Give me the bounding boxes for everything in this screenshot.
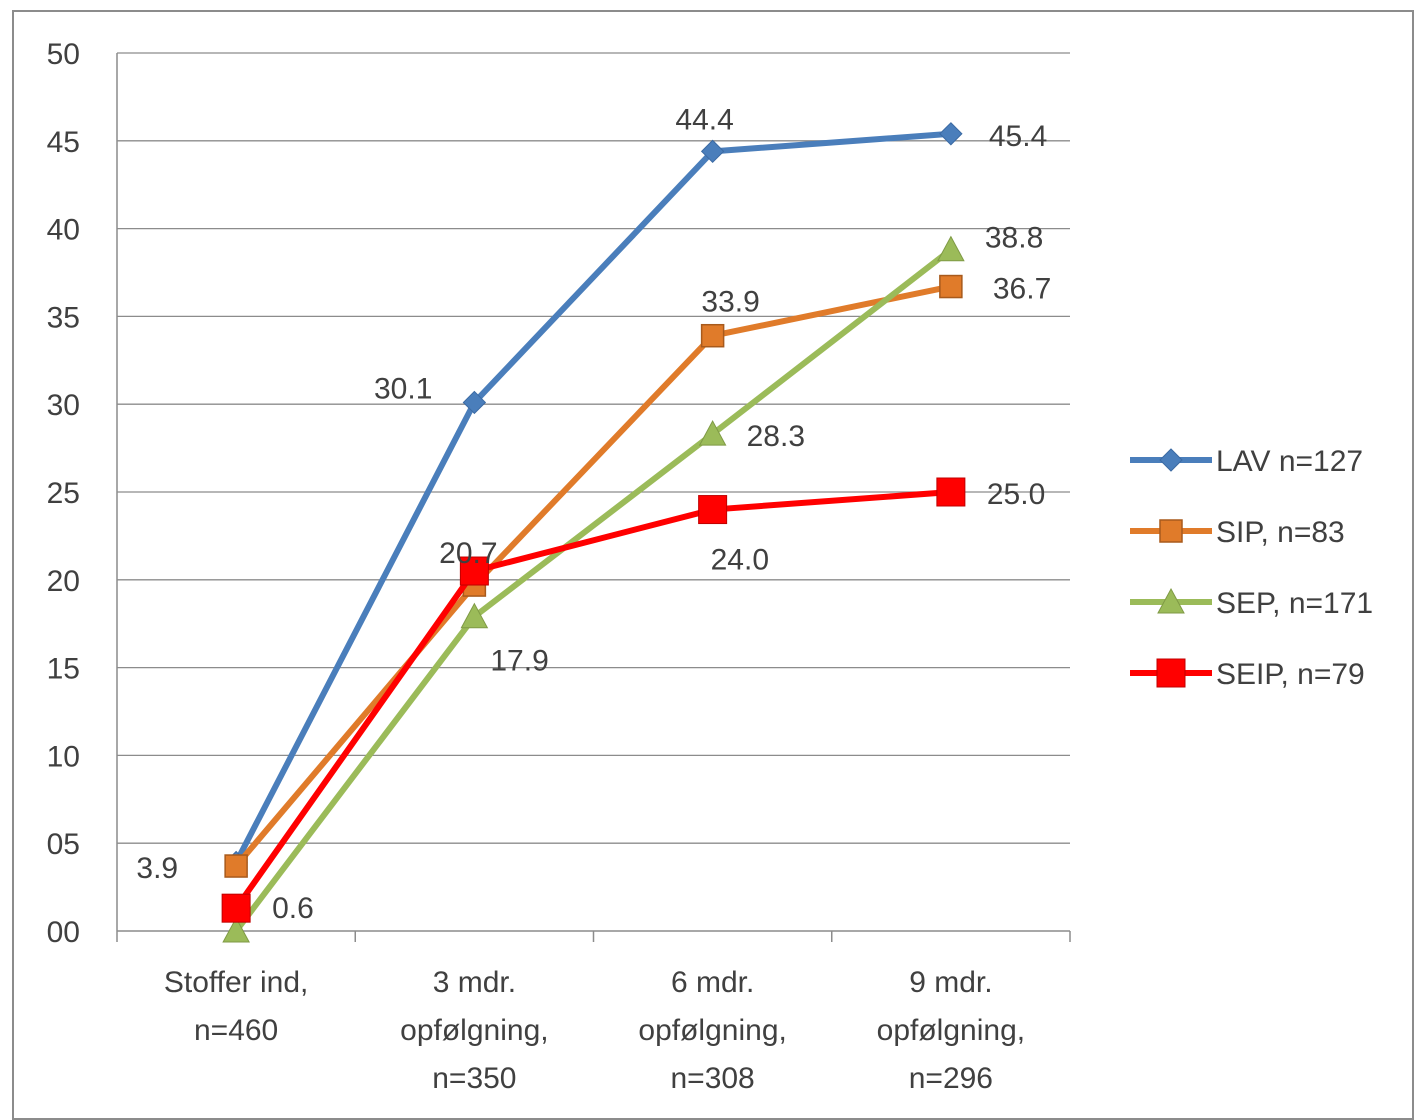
legend-marker (1159, 519, 1183, 543)
data-point (698, 495, 728, 525)
axes: 00 05 10 15 20 25 30 35 40 45 50 Stoffer ind, n=460 3… (47, 38, 1071, 1095)
data-label: 44.4 (675, 103, 733, 136)
data-point (939, 122, 963, 146)
legend-label: SEIP, n=79 (1216, 658, 1365, 691)
data-label: 20.7 (439, 537, 497, 570)
series-line-1 (233, 130, 952, 864)
series-line-3 (233, 247, 953, 933)
y-tick-label: 10 (47, 740, 80, 773)
y-tick-label: 05 (47, 828, 80, 861)
x-tick-label: 9 mdr. opfølgning, n=296 (877, 966, 1025, 1095)
legend-label: SEP, n=171 (1216, 587, 1373, 620)
data-label: 3.9 (136, 852, 178, 885)
data-point (459, 556, 489, 586)
data-label: 28.3 (747, 420, 805, 453)
data-label: 17.9 (490, 645, 548, 678)
legend-marker (1159, 448, 1183, 472)
x-tick-label: Stoffer ind, n=460 (164, 966, 309, 1047)
y-tick-label: 30 (47, 389, 80, 422)
data-point (221, 893, 251, 923)
x-tick-label: 6 mdr. opfølgning, n=308 (638, 966, 786, 1095)
data-point (224, 854, 248, 878)
series-layer (221, 122, 966, 943)
legend-label: LAV n=127 (1216, 445, 1363, 478)
data-point (462, 390, 487, 415)
data-point (698, 420, 727, 446)
data-point (937, 235, 965, 262)
data-label: 24.0 (711, 544, 769, 577)
gridlines (117, 52, 1070, 844)
data-point (460, 602, 489, 629)
data-point (700, 139, 725, 164)
data-point (936, 477, 966, 507)
y-tick-label: 50 (47, 38, 80, 71)
y-tick-label: 35 (47, 301, 80, 334)
x-tick-label: 3 mdr. opfølgning, n=350 (400, 966, 548, 1095)
legend-label: SIP, n=83 (1216, 516, 1345, 549)
y-tick-label: 15 (47, 653, 80, 686)
data-label: 30.1 (374, 372, 432, 405)
data-label: 45.4 (989, 120, 1047, 153)
data-point (700, 323, 725, 348)
legend: LAV n=127 SIP, n=83 SEP, n=171 SEIP, n=79 (1130, 445, 1373, 691)
data-point (939, 274, 963, 299)
data-point (222, 916, 250, 943)
data-labels: 30.1 44.4 45.4 3.9 33.9 36.7 17.9 28.3 38.8 0.6 20… (136, 103, 1051, 925)
series-line-2 (233, 283, 952, 868)
y-tick-label: 20 (47, 565, 80, 598)
legend-marker (1156, 658, 1186, 688)
y-tick-label: 00 (47, 916, 80, 949)
data-label: 33.9 (701, 286, 759, 319)
y-tick-label: 25 (47, 477, 80, 510)
data-label: 25.0 (987, 478, 1045, 511)
legend-marker (1157, 587, 1185, 614)
data-label: 38.8 (985, 222, 1043, 255)
y-tick-label: 45 (47, 126, 80, 159)
data-label: 0.6 (272, 892, 314, 925)
series-line-4 (233, 489, 952, 910)
y-tick-label: 40 (47, 214, 80, 247)
data-label: 36.7 (993, 273, 1051, 306)
